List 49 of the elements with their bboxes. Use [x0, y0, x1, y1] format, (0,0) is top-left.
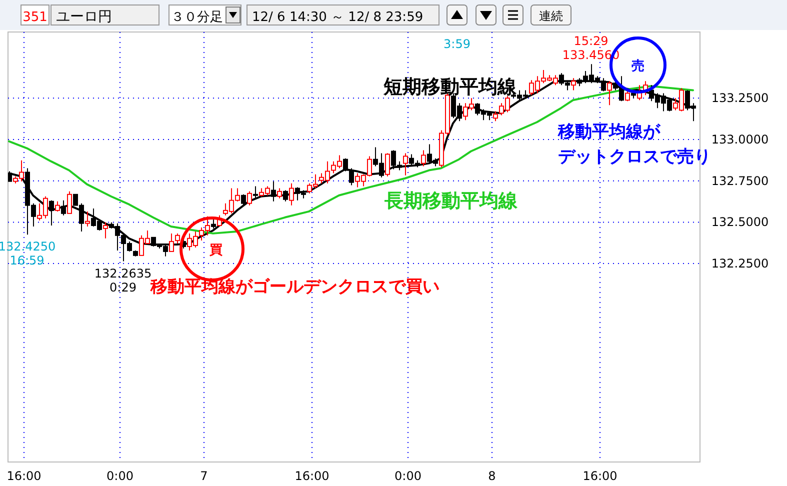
candlestick	[175, 232, 180, 244]
y-tick-label: 133.2500	[711, 91, 769, 106]
candlestick	[403, 152, 408, 176]
text: ３０分足	[171, 10, 223, 25]
candlestick	[253, 186, 258, 199]
chart-title: ユーロ円	[56, 9, 112, 25]
x-tick-label: 16:00	[582, 469, 618, 483]
annotation: 移動平均線が	[557, 122, 661, 142]
annotation: デットクロスで売り	[558, 147, 711, 167]
annotation: 3:59	[444, 37, 470, 51]
candlestick	[55, 200, 60, 212]
candlestick	[61, 200, 66, 216]
candlestick	[625, 90, 630, 102]
candlestick	[103, 222, 108, 239]
annotation: 132.4250 16:59	[0, 240, 56, 268]
candlestick	[241, 194, 246, 206]
candlestick	[283, 190, 288, 202]
candlestick	[421, 150, 426, 167]
text: 351	[22, 10, 48, 25]
candlestick	[85, 210, 90, 227]
y-tick-label: 132.7500	[711, 174, 769, 188]
candlestick	[571, 78, 576, 91]
candlestick	[169, 232, 174, 252]
candlestick	[385, 152, 390, 177]
series-label: 短期移動平均線	[382, 76, 518, 98]
x-tick-label: 0:00	[106, 469, 134, 483]
candlestick	[49, 200, 54, 226]
x-tick-label: 16:00	[6, 469, 42, 483]
candlestick	[211, 218, 216, 229]
candlestick	[493, 110, 498, 122]
x-tick-label: 16:00	[294, 469, 330, 483]
candlestick	[8, 170, 12, 182]
x-tick-label: 7	[200, 469, 208, 483]
x-tick-label: 8	[488, 469, 496, 483]
text: 連続	[539, 9, 563, 23]
x-tick-label: 0:00	[394, 469, 422, 483]
candlestick	[271, 180, 276, 202]
candlestick	[277, 188, 282, 199]
candlestick	[67, 190, 72, 214]
chart-subtitle: 12/ 6 14:30 ～ 12/ 8 23:59	[252, 10, 424, 25]
y-tick-label: 133.0000	[711, 132, 769, 146]
candlestick	[247, 190, 252, 206]
candlestick	[607, 80, 612, 106]
y-tick-label: 132.5000	[711, 215, 769, 230]
series-label: 長期移動平均線	[384, 190, 518, 212]
annotation: 買	[208, 243, 222, 258]
annotation: 売	[632, 59, 644, 74]
y-tick-label: 132.2500	[711, 256, 769, 271]
candlestick	[289, 182, 294, 206]
